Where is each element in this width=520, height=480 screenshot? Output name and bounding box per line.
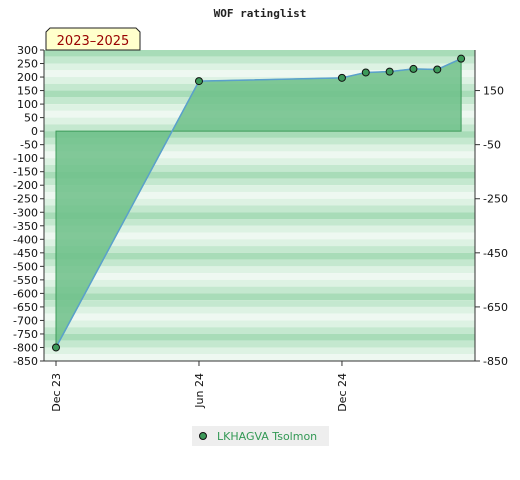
band — [44, 178, 475, 186]
band — [44, 56, 475, 64]
y-tick-label: 0 — [31, 125, 38, 138]
y-tick-label: 50 — [24, 112, 38, 125]
period-label-box — [45, 27, 141, 51]
y-tick-label: -450 — [13, 247, 38, 260]
band — [44, 333, 475, 341]
band — [44, 151, 475, 159]
band — [44, 219, 475, 226]
y-tick-label: -250 — [13, 193, 38, 206]
axes — [43, 50, 476, 362]
y-tick-label: -800 — [13, 341, 38, 354]
band — [44, 205, 475, 213]
x-tick-label: Dec 24 — [336, 373, 349, 412]
data-point — [409, 64, 418, 73]
legend-label: LKHAGVA Tsolmon — [217, 430, 317, 443]
y-right-tick-label: -650 — [483, 301, 508, 314]
chart-title: WOF ratinglist — [214, 7, 307, 20]
band — [44, 293, 475, 301]
y-tick-label: 150 — [17, 85, 38, 98]
band — [44, 266, 475, 274]
band — [44, 50, 475, 57]
y-tick-label: 100 — [17, 98, 38, 111]
x-axis: Dec 23 Jun 24 Dec 24 — [50, 361, 349, 412]
data-point — [52, 343, 60, 352]
band — [44, 185, 475, 192]
data-point — [194, 77, 203, 86]
band — [44, 354, 475, 361]
y-tick-label: -700 — [13, 314, 38, 327]
y-right-tick-label: -250 — [483, 193, 508, 206]
y-right-tick-label: -450 — [483, 247, 508, 260]
y-tick-label: -850 — [13, 355, 38, 368]
y-tick-label: -350 — [13, 220, 38, 233]
data-point — [385, 67, 394, 76]
legend-marker — [199, 432, 207, 440]
band — [44, 158, 475, 165]
period-label-text: 2023–2025 — [57, 34, 130, 49]
band — [44, 286, 475, 294]
x-tick-label: Dec 23 — [50, 373, 63, 412]
data-point — [433, 65, 442, 74]
y-tick-label: -550 — [13, 274, 38, 287]
y-axis-right: 150 -50 -250 -450 -650 -850 — [475, 85, 508, 368]
band — [44, 313, 475, 321]
band — [44, 259, 475, 267]
y-tick-label: -50 — [20, 139, 38, 152]
band — [44, 320, 475, 328]
band — [44, 198, 475, 206]
band — [44, 306, 475, 314]
band — [44, 246, 475, 253]
band — [44, 300, 475, 307]
band — [44, 347, 475, 355]
y-tick-label: 200 — [17, 71, 38, 84]
y-right-tick-label: -50 — [483, 139, 501, 152]
y-right-tick-label: 150 — [483, 85, 504, 98]
band — [44, 137, 475, 145]
legend: LKHAGVA Tsolmon — [192, 426, 329, 446]
y-tick-label: -500 — [13, 260, 38, 273]
band — [44, 131, 475, 138]
band — [44, 70, 475, 78]
data-points — [52, 54, 466, 352]
x-tick-label: Jun 24 — [193, 373, 206, 409]
band — [44, 327, 475, 334]
y-tick-label: -650 — [13, 301, 38, 314]
y-tick-label: -750 — [13, 328, 38, 341]
legend-box — [192, 426, 329, 446]
band — [44, 191, 475, 199]
y-tick-label: -600 — [13, 287, 38, 300]
band — [44, 279, 475, 287]
period-label: 2023–2025 — [45, 27, 141, 51]
band — [44, 252, 475, 260]
data-point — [337, 73, 346, 82]
y-right-tick-label: -850 — [483, 355, 508, 368]
data-point — [361, 68, 370, 77]
y-tick-label: -100 — [13, 152, 38, 165]
y-tick-label: -200 — [13, 179, 38, 192]
background-bands — [44, 50, 475, 361]
y-tick-label: -300 — [13, 206, 38, 219]
band — [44, 273, 475, 280]
band — [44, 63, 475, 71]
band — [44, 164, 475, 172]
data-point — [457, 54, 466, 63]
band — [44, 225, 475, 233]
y-axis-left: 300250200150100500-50-100-150-200-250-30… — [13, 44, 44, 368]
band — [44, 232, 475, 240]
band — [44, 212, 475, 220]
band — [44, 171, 475, 179]
y-tick-label: -150 — [13, 166, 38, 179]
y-tick-label: 250 — [17, 58, 38, 71]
y-tick-label: 300 — [17, 44, 38, 57]
y-tick-label: -400 — [13, 233, 38, 246]
band — [44, 239, 475, 247]
band — [44, 340, 475, 348]
band — [44, 144, 475, 152]
